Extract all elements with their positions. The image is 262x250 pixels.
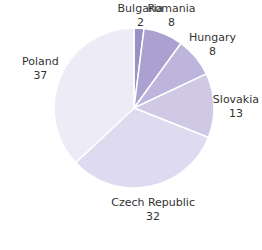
slice-label: Slovakia13 [213,93,259,120]
value-label: 8 [168,16,175,29]
category-label: Romania [147,2,195,15]
category-label: Hungary [189,31,236,44]
value-label: 37 [33,69,47,82]
slice-label: Poland37 [22,55,59,82]
category-label: Slovakia [213,93,259,106]
value-label: 8 [209,45,216,58]
value-label: 2 [137,16,144,29]
category-label: Czech Republic [111,196,195,209]
pie-slice [54,28,134,163]
slice-label: Romania8 [147,2,195,29]
value-label: 32 [146,210,160,223]
category-label: Poland [22,55,59,68]
slices [54,28,214,188]
slice-label: Hungary8 [189,31,236,58]
chart: Bulgaria2Romania8Hungary8Slovakia13Czech… [0,0,262,250]
labels: Bulgaria2Romania8Hungary8Slovakia13Czech… [22,2,259,223]
slice-label: Czech Republic32 [111,196,195,223]
value-label: 13 [229,107,243,120]
